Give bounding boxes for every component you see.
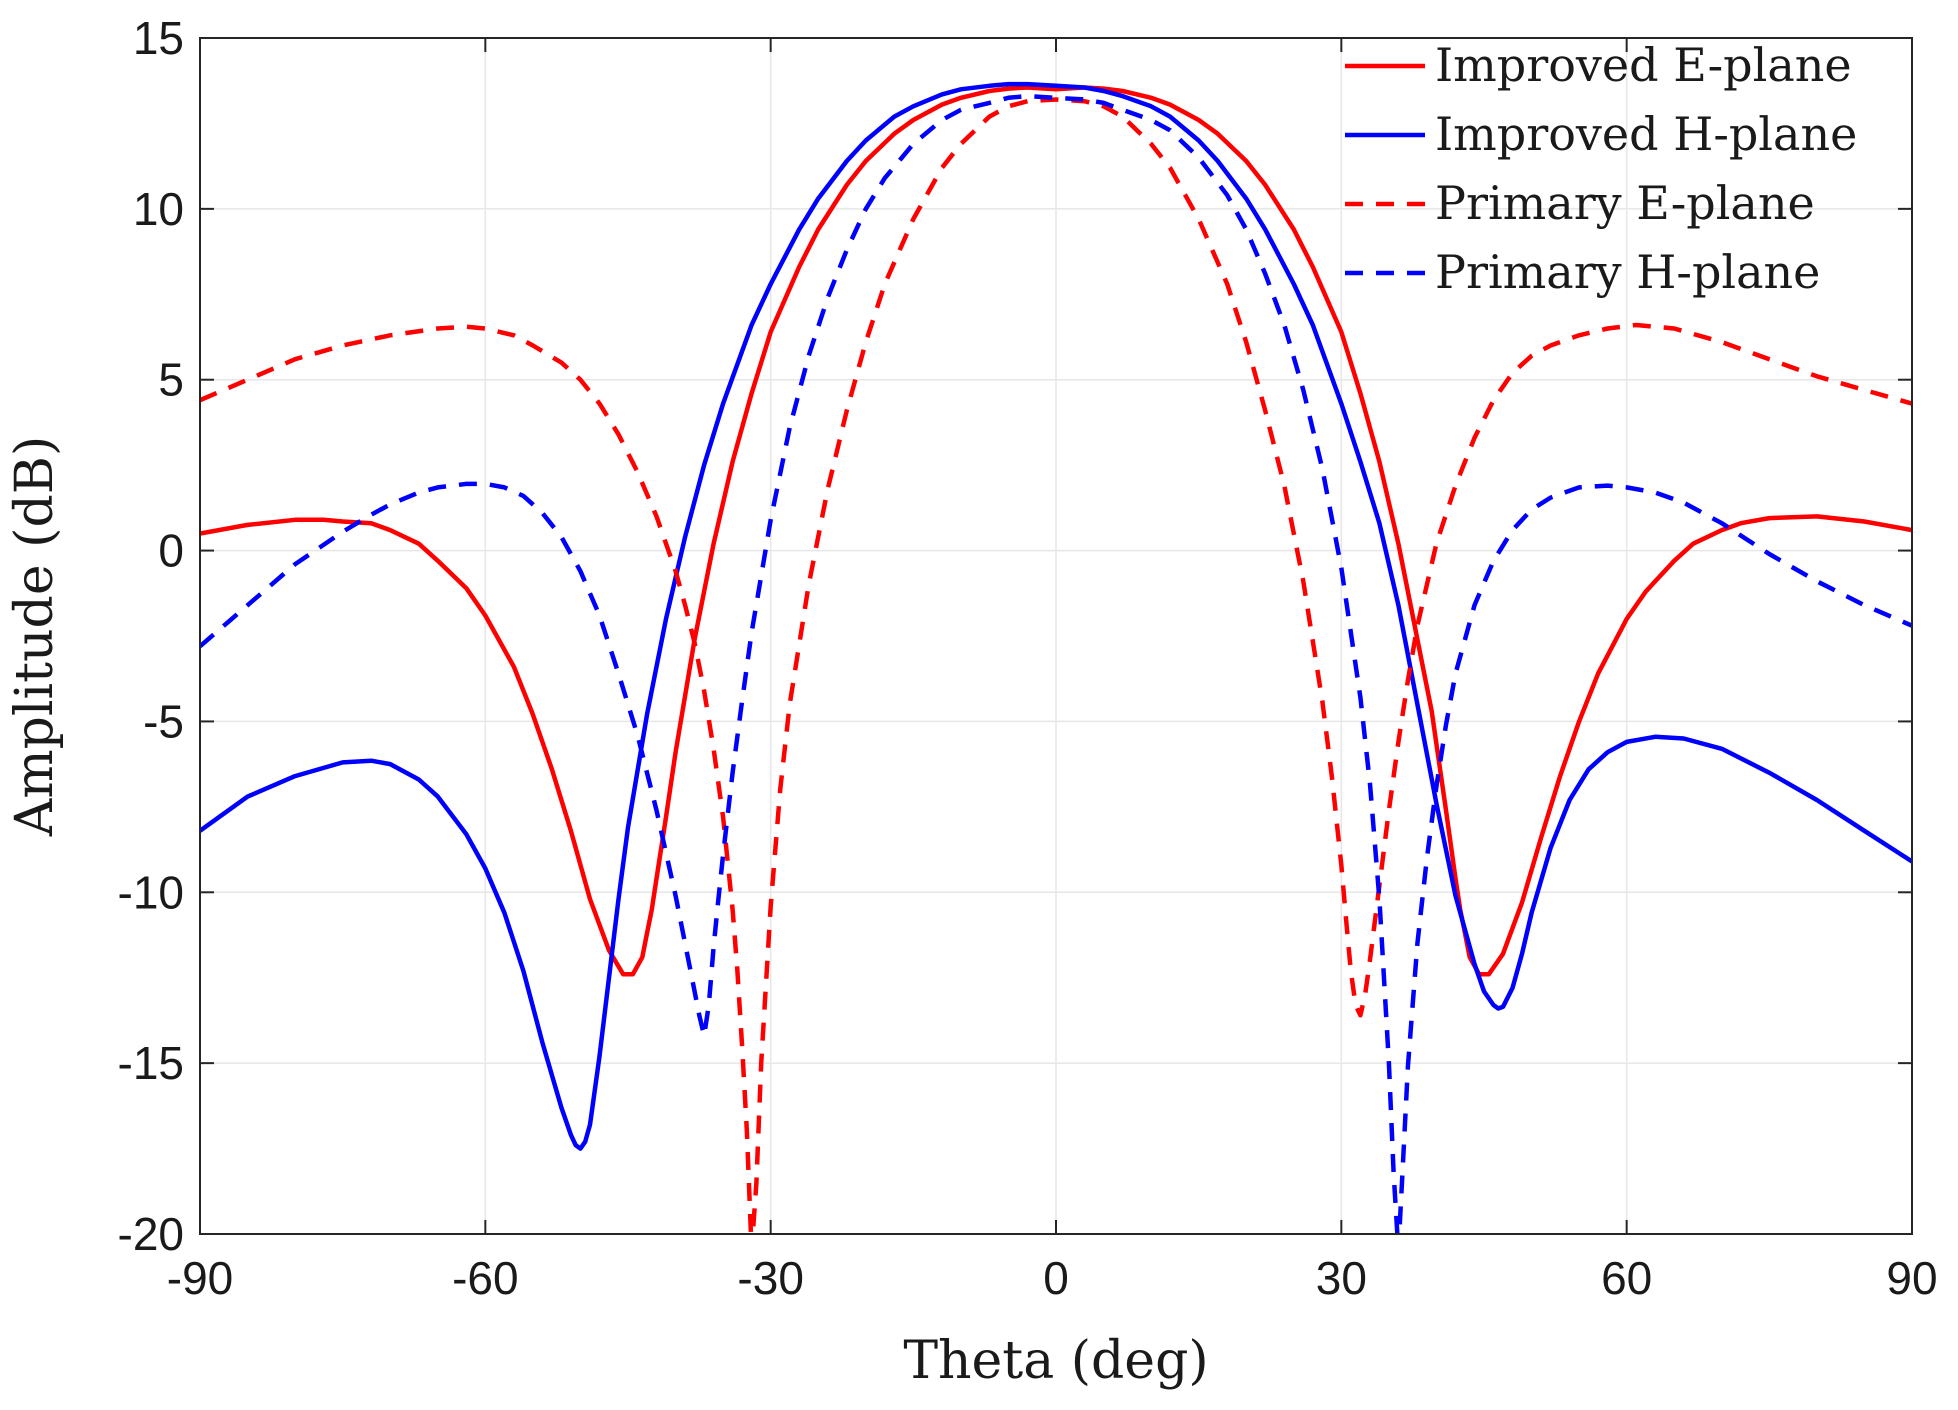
y-tick-label: -5 [143,695,184,747]
tick-marks [199,37,1913,1235]
x-tick-label: 60 [1601,1252,1652,1304]
y-tick-label: 0 [158,525,184,577]
x-tick-label: -90 [167,1252,233,1304]
legend-entry-improved-h-plane: Improved H-plane [1435,107,1857,161]
legend-entry-primary-e-plane: Primary E-plane [1435,176,1815,230]
x-tick-label: 90 [1886,1252,1937,1304]
y-tick-label: -15 [118,1037,184,1089]
x-tick-label: 0 [1043,1252,1069,1304]
series-line-primary-e-plane [200,97,1912,1234]
x-tick-label: 30 [1316,1252,1367,1304]
legend-entry-primary-h-plane: Primary H-plane [1435,245,1820,299]
legend: Improved E-plane Improved H-plane Primary … [1345,38,1857,299]
y-tick-label: -20 [118,1208,184,1260]
series-line-primary-h-plane [200,93,1912,1234]
y-axis-label: Amplitude (dB) [5,436,65,837]
y-tick-label: -10 [118,866,184,918]
x-tick-labels: -90 -60 -30 0 30 60 90 [167,1252,1938,1304]
legend-entry-improved-e-plane: Improved E-plane [1435,38,1852,92]
y-tick-label: 15 [133,12,184,64]
series-group [200,81,1912,1234]
x-tick-label: -60 [452,1252,518,1304]
y-tick-label: 5 [158,354,184,406]
x-tick-label: -30 [737,1252,803,1304]
y-tick-labels: 15 10 5 0 -5 -10 -15 -20 [118,12,184,1260]
y-tick-label: 10 [133,183,184,235]
x-axis-label: Theta (deg) [903,1331,1208,1391]
series-line-improved-h-plane [200,81,1912,1151]
series-line-improved-e-plane [200,85,1912,977]
